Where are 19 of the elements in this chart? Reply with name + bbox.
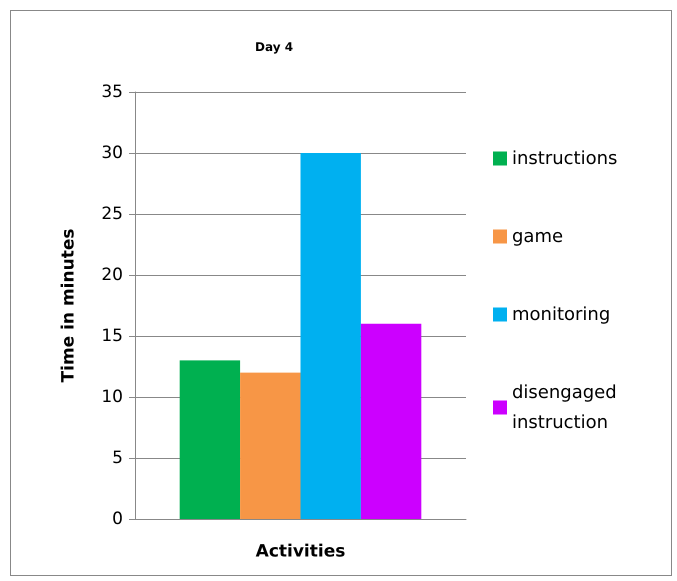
y-axis-title: Time in minutes [58, 228, 78, 382]
y-tick-label: 25 [101, 204, 123, 224]
legend-label: disengaged instruction [512, 382, 622, 433]
legend-label: instructions [512, 148, 618, 169]
chart-title: Day 4 [255, 40, 294, 54]
y-tick-label: 20 [101, 265, 123, 285]
y-tick-label: 0 [112, 509, 123, 529]
bar [360, 324, 422, 519]
legend-label: game [512, 226, 564, 247]
legend-label: monitoring [512, 304, 610, 325]
y-tick-label: 30 [101, 143, 123, 163]
y-tick-label: 15 [101, 326, 123, 346]
bar [180, 360, 240, 519]
y-tick-label: 5 [112, 448, 123, 468]
y-tick-label: 10 [101, 387, 123, 407]
y-tick-label: 35 [101, 82, 123, 102]
x-axis-title: Activities [256, 542, 346, 562]
bar [240, 372, 300, 519]
bar [300, 153, 361, 519]
